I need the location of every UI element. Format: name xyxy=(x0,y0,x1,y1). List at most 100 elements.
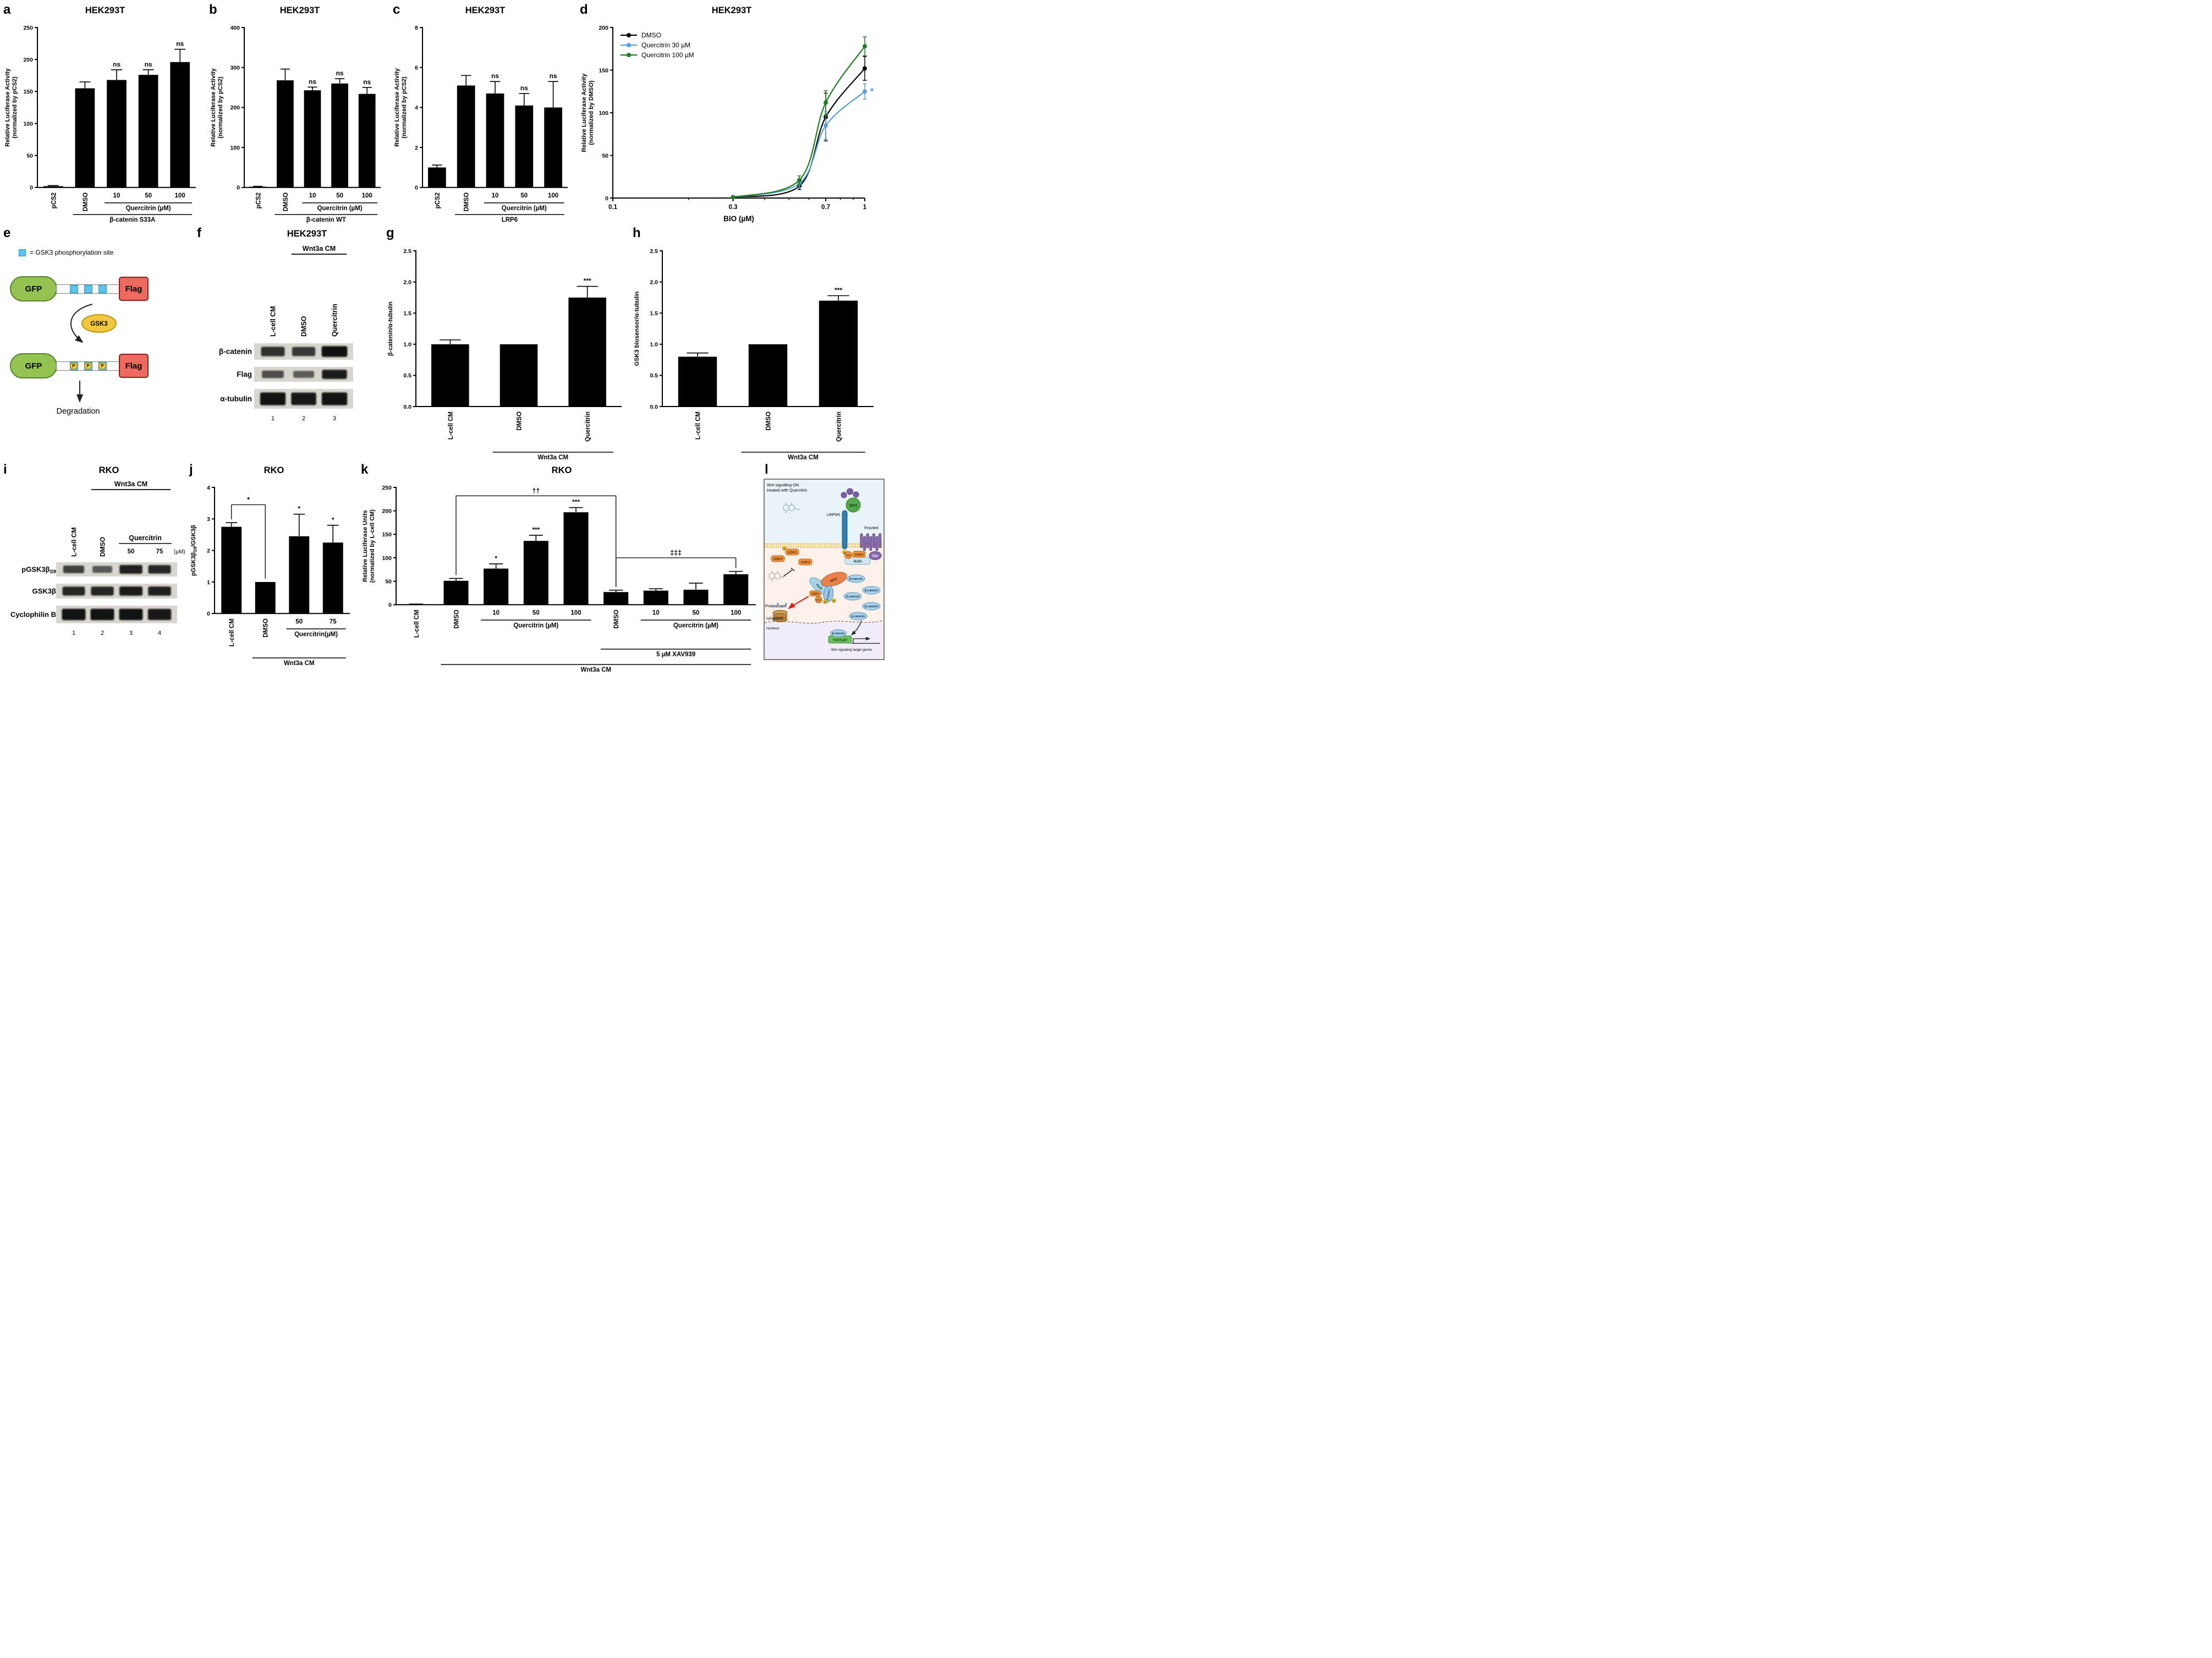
panel-f-letter: f xyxy=(197,226,201,240)
phospho-site: P xyxy=(98,361,107,370)
quercitrin-structure xyxy=(769,570,784,581)
panel-h-letter: h xyxy=(633,226,641,240)
svg-text:DMSO: DMSO xyxy=(766,411,772,431)
svg-text:Quercitrin (µM): Quercitrin (µM) xyxy=(673,622,718,629)
svg-text:0: 0 xyxy=(237,185,240,191)
panel-j-letter: j xyxy=(189,462,193,477)
phospho-site xyxy=(98,284,107,293)
wnt-cap-blob xyxy=(847,488,853,495)
gsk3-label: GSK3 xyxy=(855,553,864,557)
figure: a HEK293T 0 50 100 150 200 250 Relative Lucife… xyxy=(0,0,885,683)
svg-text:50: 50 xyxy=(693,610,700,616)
axin-label: Axin xyxy=(853,560,861,564)
svg-text:1.5: 1.5 xyxy=(403,310,411,317)
linker-bar xyxy=(56,284,120,294)
svg-text:100: 100 xyxy=(175,193,185,199)
svg-text:ns: ns xyxy=(520,84,528,92)
svg-text:0: 0 xyxy=(30,185,33,191)
svg-text:100: 100 xyxy=(230,145,240,151)
panel-d-title: HEK293T xyxy=(711,6,752,15)
panel-k-header: k RKO xyxy=(360,462,764,479)
svg-text:2: 2 xyxy=(302,415,305,422)
svg-text:300: 300 xyxy=(230,65,240,72)
svg-text:Wnt3a CM: Wnt3a CM xyxy=(788,454,819,461)
panel-j: j RKO 0 1 2 3 4 pGSK3βS9/GSK3β L-cell CM DMSO * 5… xyxy=(188,462,360,670)
row-3: i RKO Wnt3a CM L-cell CM DMSO Quercitrin 50 7… xyxy=(2,462,887,677)
svg-text:3: 3 xyxy=(333,415,336,422)
svg-text:100: 100 xyxy=(731,610,741,616)
svg-text:pGSK3βS9/GSK3β: pGSK3βS9/GSK3β xyxy=(190,525,198,576)
beta-catenin-pool: β-catenin β-catenin β-catenin β-catenin … xyxy=(843,574,881,621)
svg-text:β-catenin: β-catenin xyxy=(865,589,879,592)
phosphate-p-label: P xyxy=(833,600,835,602)
flag-tag: Flag xyxy=(119,277,149,301)
svg-text:100: 100 xyxy=(599,110,608,117)
phosphate-p: P xyxy=(70,362,78,370)
svg-text:Quercitrin: Quercitrin xyxy=(836,411,843,442)
wnt-pathway-diagram: Wnt signaling ON treated with Quercitrin… xyxy=(764,479,885,660)
svg-text:100: 100 xyxy=(570,610,581,616)
svg-text:150: 150 xyxy=(382,531,392,538)
dvl-protein xyxy=(869,551,882,560)
svg-text:10: 10 xyxy=(113,193,120,199)
panel-b-header: b HEK293T xyxy=(208,2,392,19)
frizzled-label: Frizzled xyxy=(864,525,878,530)
svg-text:2.0: 2.0 xyxy=(403,279,411,286)
gsk3-phosphorylation-arrow: GSK3 xyxy=(70,304,117,343)
svg-text:ns: ns xyxy=(363,78,371,86)
wnt-cap-blob xyxy=(853,491,859,498)
degradation-blocked-arrow xyxy=(788,596,809,610)
svg-text:β-catenin: β-catenin xyxy=(846,595,860,599)
transcription-arrow xyxy=(853,636,871,643)
svg-text:3: 3 xyxy=(129,630,133,636)
svg-text:1.0: 1.0 xyxy=(403,342,411,348)
diagram-header-2: treated with Quercitrin xyxy=(767,488,807,493)
panel-l-letter: l xyxy=(765,462,769,477)
gfp-domain: GFP xyxy=(10,276,57,301)
svg-text:0.0: 0.0 xyxy=(403,404,411,410)
svg-text:100: 100 xyxy=(382,555,392,562)
panel-h: h 0.0 0.5 1.0 1.5 2.0 2.5 GSK3 biosensor/α-tub… xyxy=(632,226,885,464)
panel-k-letter: k xyxy=(361,462,369,477)
panel-g: g 0.0 0.5 1.0 1.5 2.0 2.5 β-catenin/α-tubulin L… xyxy=(385,226,632,464)
degradation-label: Degradation xyxy=(56,407,100,416)
svg-text:1: 1 xyxy=(863,204,867,211)
panel-l: l Wnt signaling ON treated with Quercitr… xyxy=(764,462,887,660)
svg-text:0: 0 xyxy=(605,195,608,202)
row-1: a HEK293T 0 50 100 150 200 250 Relative Lucife… xyxy=(2,2,885,228)
svg-text:2.0: 2.0 xyxy=(650,279,658,286)
svg-text:150: 150 xyxy=(23,89,33,95)
panel-c-bar-chart: 0 2 4 6 8 Relative Luciferase Activity (normal… xyxy=(394,25,568,223)
extracellular-region xyxy=(765,480,883,543)
svg-text:Wnt3a CM: Wnt3a CM xyxy=(538,454,569,461)
beta-catenin-label: β-catenin xyxy=(832,632,844,635)
svg-text:1: 1 xyxy=(271,415,275,422)
inhibition-tbar xyxy=(783,567,795,577)
wnt-cap-blob xyxy=(841,492,847,498)
panel-h-header: h xyxy=(632,226,885,242)
svg-text:(normalized by L-cell CM): (normalized by L-cell CM) xyxy=(369,509,376,583)
panel-f-title: HEK293T xyxy=(287,229,327,239)
svg-text:10: 10 xyxy=(492,610,500,616)
phosphate-p xyxy=(823,600,827,604)
svg-text:L-cell CM: L-cell CM xyxy=(448,411,454,440)
svg-text:Quercitrin: Quercitrin xyxy=(331,304,339,337)
row-2: e = GSK3 phosphorylation site GFP Flag xyxy=(2,226,885,464)
gsk3-label: GSK3 xyxy=(788,551,797,555)
svg-text:100: 100 xyxy=(548,193,558,199)
svg-text:Quercitrin (µM): Quercitrin (µM) xyxy=(126,205,171,212)
svg-text:*: * xyxy=(870,86,874,96)
svg-text:DMSO: DMSO xyxy=(464,193,470,212)
svg-text:β-catenin WT: β-catenin WT xyxy=(306,217,346,223)
nucleus-label: nucleus xyxy=(766,627,780,630)
svg-text:1.0: 1.0 xyxy=(650,342,658,348)
svg-text:Relative Luciferase Activity: Relative Luciferase Activity xyxy=(581,73,588,152)
svg-text:Wnt3a CM: Wnt3a CM xyxy=(114,480,147,488)
svg-text:0: 0 xyxy=(207,611,210,617)
svg-text:Quercitrin 100 µM: Quercitrin 100 µM xyxy=(641,51,694,59)
phosphate-p: P xyxy=(84,362,92,370)
svg-text:50: 50 xyxy=(602,152,608,159)
svg-text:ns: ns xyxy=(113,61,120,68)
svg-text:β-catenin: β-catenin xyxy=(852,615,865,618)
svg-text:††: †† xyxy=(532,487,540,495)
